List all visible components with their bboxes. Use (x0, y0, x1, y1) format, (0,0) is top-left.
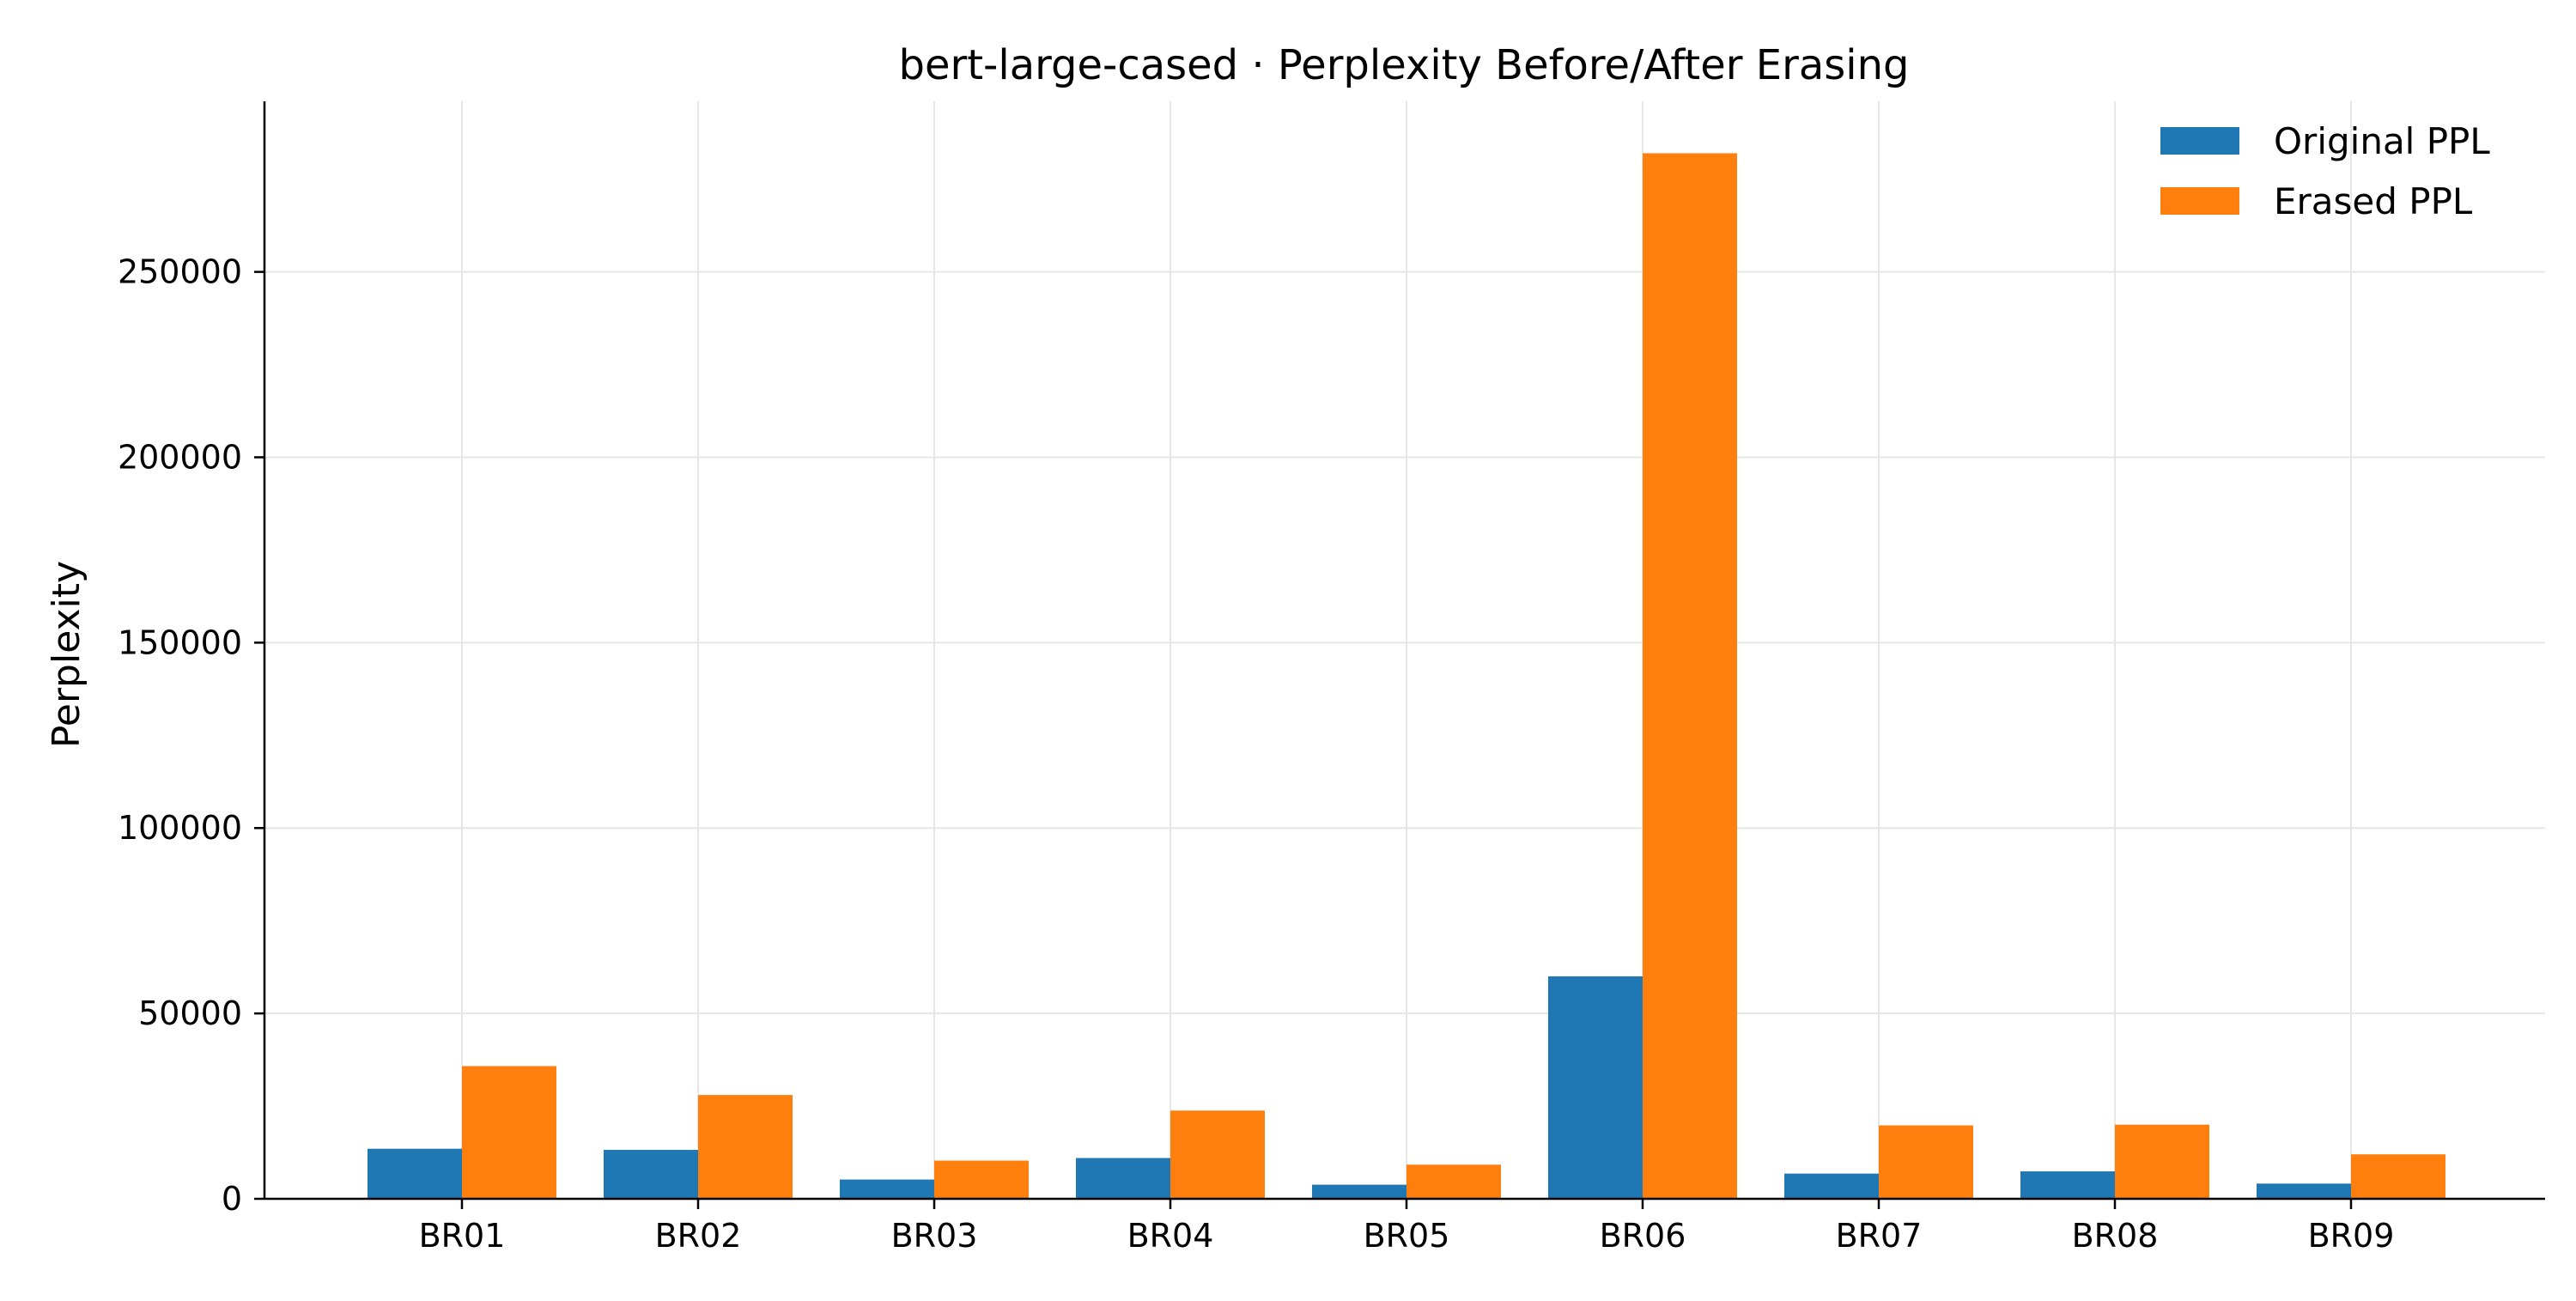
bar-original-ppl-br09 (2257, 1183, 2351, 1199)
legend-label-erased-ppl: Erased PPL (2274, 180, 2473, 222)
bar-erased-ppl-br08 (2115, 1124, 2209, 1199)
bar-original-ppl-br03 (840, 1179, 934, 1199)
bar-original-ppl-br02 (604, 1150, 698, 1199)
bar-erased-ppl-br07 (1879, 1125, 1973, 1199)
bar-erased-ppl-br03 (934, 1160, 1029, 1199)
x-tick-label: BR08 (2072, 1217, 2159, 1255)
ticks-layer: 0 50000 100000 150000 200000 250000 BR01 BR02 BR… (118, 253, 2394, 1255)
legend-swatch-original-ppl (2160, 127, 2239, 155)
x-tick-label: BR06 (1600, 1217, 1686, 1255)
bars-layer (368, 153, 2445, 1200)
y-axis-label: Perplexity (45, 561, 88, 748)
bar-erased-ppl-br01 (462, 1066, 556, 1199)
bar-erased-ppl-br09 (2351, 1154, 2445, 1199)
bar-original-ppl-br05 (1312, 1184, 1406, 1199)
legend: Original PPL Erased PPL (2160, 120, 2490, 222)
y-tick-label: 50000 (138, 994, 242, 1032)
legend-swatch-erased-ppl (2160, 187, 2239, 215)
bar-erased-ppl-br04 (1170, 1110, 1265, 1199)
x-tick-label: BR05 (1364, 1217, 1450, 1255)
chart-title: bert-large-cased · Perplexity Before/Aft… (899, 41, 1910, 89)
x-tick-label: BR07 (1836, 1217, 1923, 1255)
x-tick-label: BR04 (1127, 1217, 1214, 1255)
y-tick-label: 150000 (118, 623, 242, 661)
y-tick-label: 200000 (118, 438, 242, 476)
y-tick-label: 250000 (118, 253, 242, 291)
bar-erased-ppl-br05 (1406, 1164, 1501, 1199)
bar-original-ppl-br06 (1548, 976, 1643, 1199)
x-tick-label: BR02 (655, 1217, 742, 1255)
bar-erased-ppl-br06 (1643, 153, 1737, 1200)
x-tick-label: BR03 (891, 1217, 978, 1255)
x-tick-label: BR01 (419, 1217, 506, 1255)
bar-original-ppl-br08 (2020, 1171, 2115, 1199)
axes-layer (263, 101, 2545, 1201)
y-tick-label: 0 (222, 1180, 242, 1218)
x-tick-label: BR09 (2308, 1217, 2395, 1255)
legend-label-original-ppl: Original PPL (2274, 120, 2490, 162)
bar-original-ppl-br01 (368, 1148, 462, 1199)
grid-layer (264, 101, 2545, 1200)
bar-erased-ppl-br02 (698, 1095, 793, 1199)
bar-original-ppl-br07 (1784, 1173, 1879, 1199)
bar-original-ppl-br04 (1076, 1158, 1170, 1199)
y-tick-label: 100000 (118, 809, 242, 847)
